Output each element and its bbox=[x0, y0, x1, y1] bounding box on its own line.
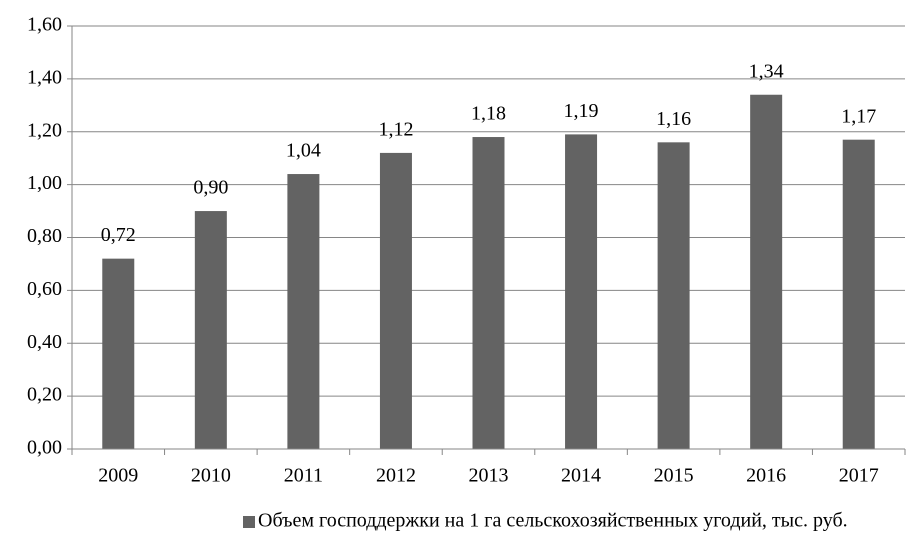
data-label: 1,19 bbox=[564, 100, 599, 122]
data-label: 0,90 bbox=[193, 177, 228, 199]
bar bbox=[472, 137, 505, 449]
bar bbox=[565, 134, 598, 450]
bar bbox=[194, 211, 227, 449]
x-tick-label: 2015 bbox=[654, 465, 694, 487]
data-label: 1,18 bbox=[471, 103, 506, 125]
y-tick-label: 1,40 bbox=[27, 66, 62, 88]
bar bbox=[379, 152, 412, 449]
x-tick-label: 2014 bbox=[561, 465, 601, 487]
x-tick-label: 2009 bbox=[98, 465, 138, 487]
bar bbox=[842, 139, 875, 449]
bar bbox=[657, 142, 690, 449]
data-label: 1,34 bbox=[749, 60, 784, 82]
x-tick-label: 2016 bbox=[746, 465, 786, 487]
x-tick-label: 2011 bbox=[284, 465, 323, 487]
x-tick-label: 2013 bbox=[469, 465, 509, 487]
y-tick-label: 0,00 bbox=[27, 437, 62, 459]
data-label: 1,17 bbox=[841, 105, 876, 127]
x-tick-label: 2012 bbox=[376, 465, 416, 487]
y-tick-label: 0,80 bbox=[27, 225, 62, 247]
y-tick-label: 1,20 bbox=[27, 119, 62, 141]
y-tick-label: 0,40 bbox=[27, 331, 62, 353]
data-label: 1,04 bbox=[286, 140, 321, 162]
data-label: 0,72 bbox=[101, 224, 136, 246]
legend-label: Объем господдержки на 1 га сельскохозяйс… bbox=[258, 510, 848, 532]
data-label: 1,16 bbox=[656, 108, 691, 130]
y-tick-label: 0,60 bbox=[27, 278, 62, 300]
legend-swatch bbox=[243, 516, 255, 528]
y-tick-label: 1,00 bbox=[27, 172, 62, 194]
bar bbox=[102, 258, 135, 449]
y-tick-label: 0,20 bbox=[27, 384, 62, 406]
data-label: 1,12 bbox=[378, 118, 413, 140]
x-tick-label: 2010 bbox=[191, 465, 231, 487]
y-tick-label: 1,60 bbox=[27, 14, 62, 36]
bar bbox=[750, 94, 783, 450]
bar bbox=[287, 174, 320, 450]
x-tick-label: 2017 bbox=[839, 465, 879, 487]
